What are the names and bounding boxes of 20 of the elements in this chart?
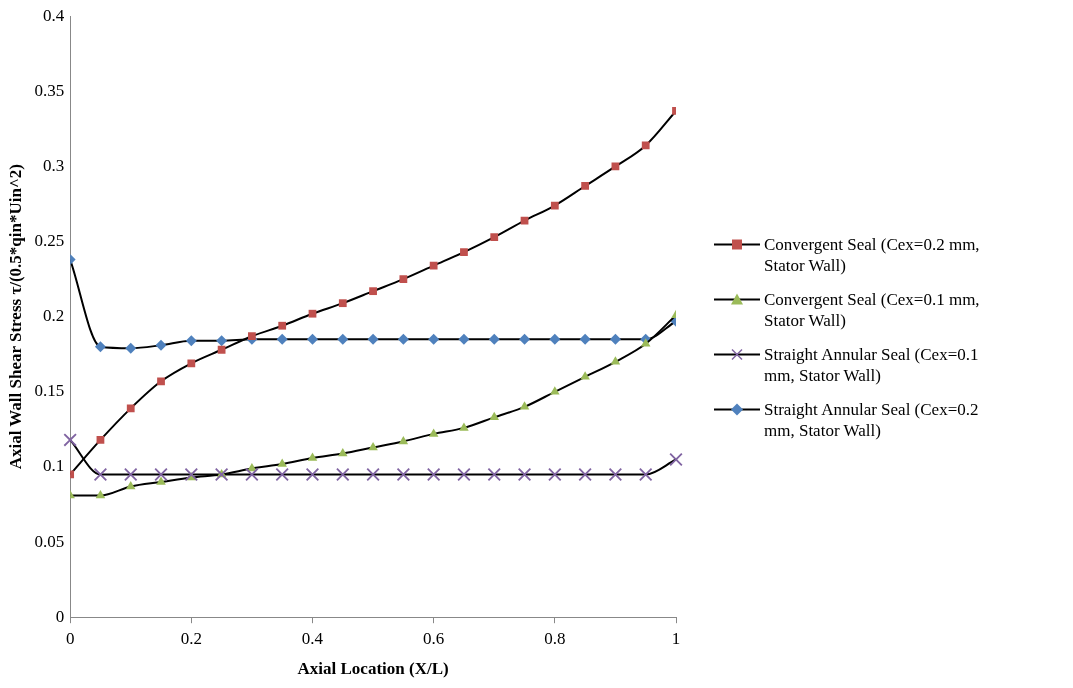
y-tick-label: 0.15: [34, 381, 65, 401]
y-tick-label: 0.2: [42, 306, 65, 326]
x-tick-label: 0.8: [544, 628, 566, 648]
y-tick-label: 0.05: [34, 531, 65, 551]
x-tick-label: 1: [671, 628, 681, 648]
legend-label: Convergent Seal (Cex=0.2 mm, Stator Wall): [764, 234, 981, 276]
y-tick-label: 0.3: [42, 155, 65, 175]
y-tick-label: 0.4: [42, 5, 65, 25]
x-axis-title: Axial Location (X/L): [297, 659, 449, 679]
x-tick-label: 0.4: [301, 628, 324, 648]
legend-label: Straight Annular Seal (Cex=0.1 mm, Stator Wall): [764, 344, 980, 386]
legend-label: Convergent Seal (Cex=0.1 mm, Stator Wall): [764, 289, 981, 331]
y-axis-title: Axial Wall Shear Stress τ/(0.5*qin*Uin^2): [5, 164, 25, 470]
x-tick-label: 0.6: [423, 628, 445, 648]
y-tick-label: 0.25: [34, 231, 65, 251]
y-tick-label: 0: [55, 606, 65, 626]
y-tick-label: 0.1: [42, 456, 65, 476]
y-tick-label: 0.35: [34, 80, 65, 100]
x-tick-label: 0.2: [180, 628, 202, 648]
legend-label: Straight Annular Seal (Cex=0.2 mm, Stator Wall): [764, 399, 980, 441]
